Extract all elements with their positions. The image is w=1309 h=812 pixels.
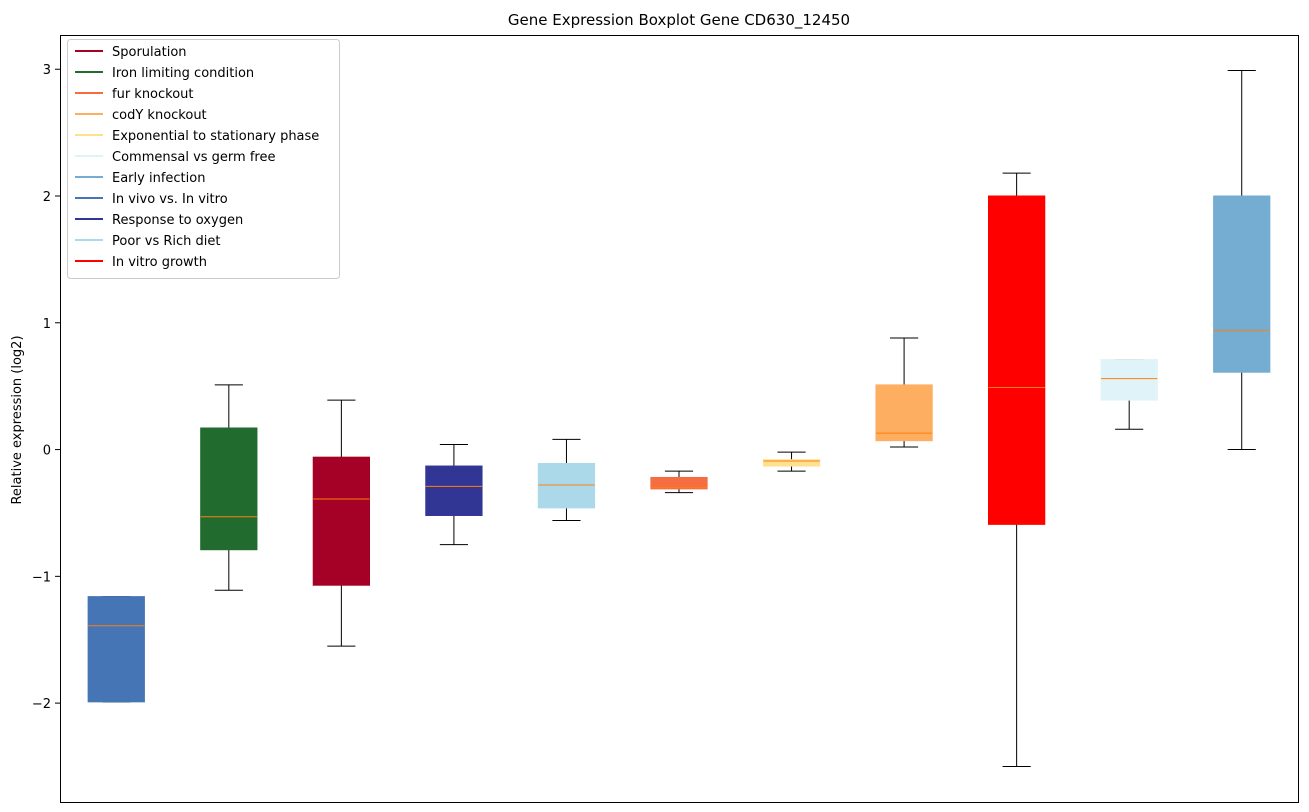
box — [87, 596, 145, 703]
legend-item: Exponential to stationary phase — [75, 129, 319, 144]
legend-item: Sporulation — [75, 45, 187, 60]
legend-item: Commensal vs germ free — [75, 150, 275, 165]
legend-item: In vivo vs. In vitro — [75, 192, 228, 207]
legend-label: In vivo vs. In vitro — [112, 192, 228, 207]
box-group — [312, 399, 370, 647]
box-group — [650, 470, 708, 494]
box-group — [425, 443, 483, 546]
box-group — [1100, 359, 1158, 430]
legend-label: Poor vs Rich diet — [112, 234, 220, 249]
legend-label: Commensal vs germ free — [112, 150, 275, 165]
box — [425, 465, 483, 516]
box-group — [87, 596, 145, 703]
y-tick-label: 3 — [43, 63, 51, 78]
legend-item: Response to oxygen — [75, 213, 243, 228]
legend-item: Early infection — [75, 171, 205, 186]
y-tick-label: −1 — [32, 570, 51, 585]
box-group — [762, 451, 821, 472]
box-group — [537, 438, 596, 522]
box — [1100, 359, 1158, 401]
box-group — [200, 384, 258, 591]
box — [537, 463, 596, 509]
box — [200, 427, 258, 551]
legend-label: In vitro growth — [112, 255, 207, 270]
box — [1213, 195, 1271, 373]
legend-label: Sporulation — [112, 45, 187, 60]
legend: Sporulation Iron limiting condition fur kn… — [67, 39, 340, 279]
y-tick-label: 0 — [43, 444, 51, 459]
box-group — [1213, 69, 1271, 451]
chart-title: Gene Expression Boxplot Gene CD630_12450 — [508, 11, 850, 30]
legend-label: Exponential to stationary phase — [112, 129, 319, 144]
box — [312, 456, 370, 586]
box — [762, 459, 821, 467]
legend-label: fur knockout — [112, 87, 194, 102]
box — [988, 195, 1046, 525]
legend-box — [67, 39, 340, 279]
legend-item: codY knockout — [75, 108, 207, 123]
boxes — [87, 69, 1271, 768]
legend-item: fur knockout — [75, 87, 194, 102]
legend-label: Response to oxygen — [112, 213, 243, 228]
legend-label: Early infection — [112, 171, 205, 186]
y-axis-label: Relative expression (log2) — [10, 335, 25, 504]
legend-label: Iron limiting condition — [112, 66, 254, 81]
box-group — [875, 337, 933, 448]
y-tick-label: −2 — [32, 697, 51, 712]
plot-frame — [60, 35, 1299, 803]
legend-item: Poor vs Rich diet — [75, 234, 220, 249]
y-tick-label: 2 — [43, 190, 51, 205]
y-axis: −2 −1 0 1 2 3 — [32, 63, 60, 712]
y-tick-label: 1 — [43, 317, 51, 332]
box — [875, 384, 933, 442]
legend-label: codY knockout — [112, 108, 207, 123]
box — [650, 476, 708, 490]
box-group — [988, 172, 1046, 768]
legend-item: In vitro growth — [75, 255, 207, 270]
legend-item: Iron limiting condition — [75, 66, 254, 81]
